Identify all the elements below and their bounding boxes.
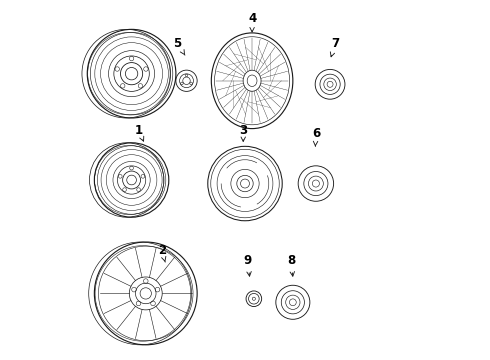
Text: 9: 9 — [244, 254, 252, 276]
Text: 1: 1 — [135, 124, 144, 141]
Text: 7: 7 — [330, 37, 340, 57]
Text: 4: 4 — [248, 12, 256, 32]
Text: 8: 8 — [287, 254, 295, 276]
Text: 2: 2 — [158, 244, 166, 262]
Text: 6: 6 — [312, 127, 320, 146]
Text: 5: 5 — [173, 37, 185, 55]
Text: 3: 3 — [239, 124, 247, 141]
